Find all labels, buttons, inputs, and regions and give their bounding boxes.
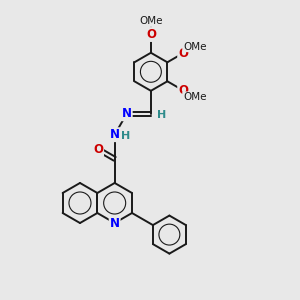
- Text: O: O: [146, 28, 156, 41]
- Text: N: N: [110, 217, 120, 230]
- Text: H: H: [121, 131, 130, 141]
- Text: N: N: [122, 107, 132, 120]
- Text: O: O: [178, 84, 188, 97]
- Text: O: O: [93, 143, 103, 156]
- Text: OMe: OMe: [183, 41, 206, 52]
- Text: OMe: OMe: [139, 16, 163, 26]
- Text: OMe: OMe: [183, 92, 206, 102]
- Text: O: O: [178, 47, 188, 60]
- Text: H: H: [158, 110, 167, 120]
- Text: N: N: [110, 128, 120, 141]
